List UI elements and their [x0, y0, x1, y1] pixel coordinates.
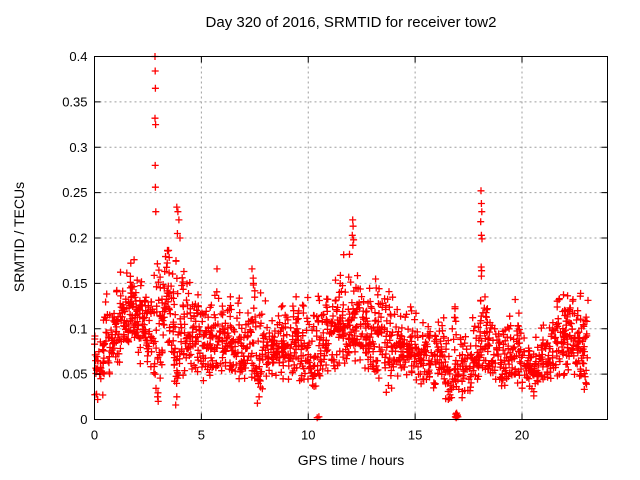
- x-tick-label: 15: [408, 428, 422, 443]
- y-tick-label: 0.15: [62, 276, 87, 291]
- x-tick-label: 5: [198, 428, 205, 443]
- chart-title: Day 320 of 2016, SRMTID for receiver tow…: [205, 14, 497, 31]
- tick-labels: 0 5 10 15 20 0 0.05 0.1 0.15 0.2 0.25 0.3 0.35 0.4: [62, 49, 529, 443]
- x-tick-label: 20: [515, 428, 529, 443]
- x-tick-label: 0: [91, 428, 98, 443]
- y-tick-label: 0.25: [62, 185, 87, 200]
- y-tick-label: 0.35: [62, 94, 87, 109]
- y-tick-label: 0.4: [69, 49, 87, 64]
- tick-marks: [94, 56, 608, 420]
- y-tick-label: 0.05: [62, 367, 87, 382]
- x-axis-label: GPS time / hours: [297, 452, 405, 468]
- y-tick-label: 0.1: [69, 321, 87, 336]
- y-tick-label: 0.2: [69, 231, 87, 246]
- scatter-markers: [91, 53, 592, 422]
- y-tick-label: 0: [80, 412, 87, 427]
- x-tick-label: 10: [301, 428, 315, 443]
- y-tick-label: 0.3: [69, 140, 87, 155]
